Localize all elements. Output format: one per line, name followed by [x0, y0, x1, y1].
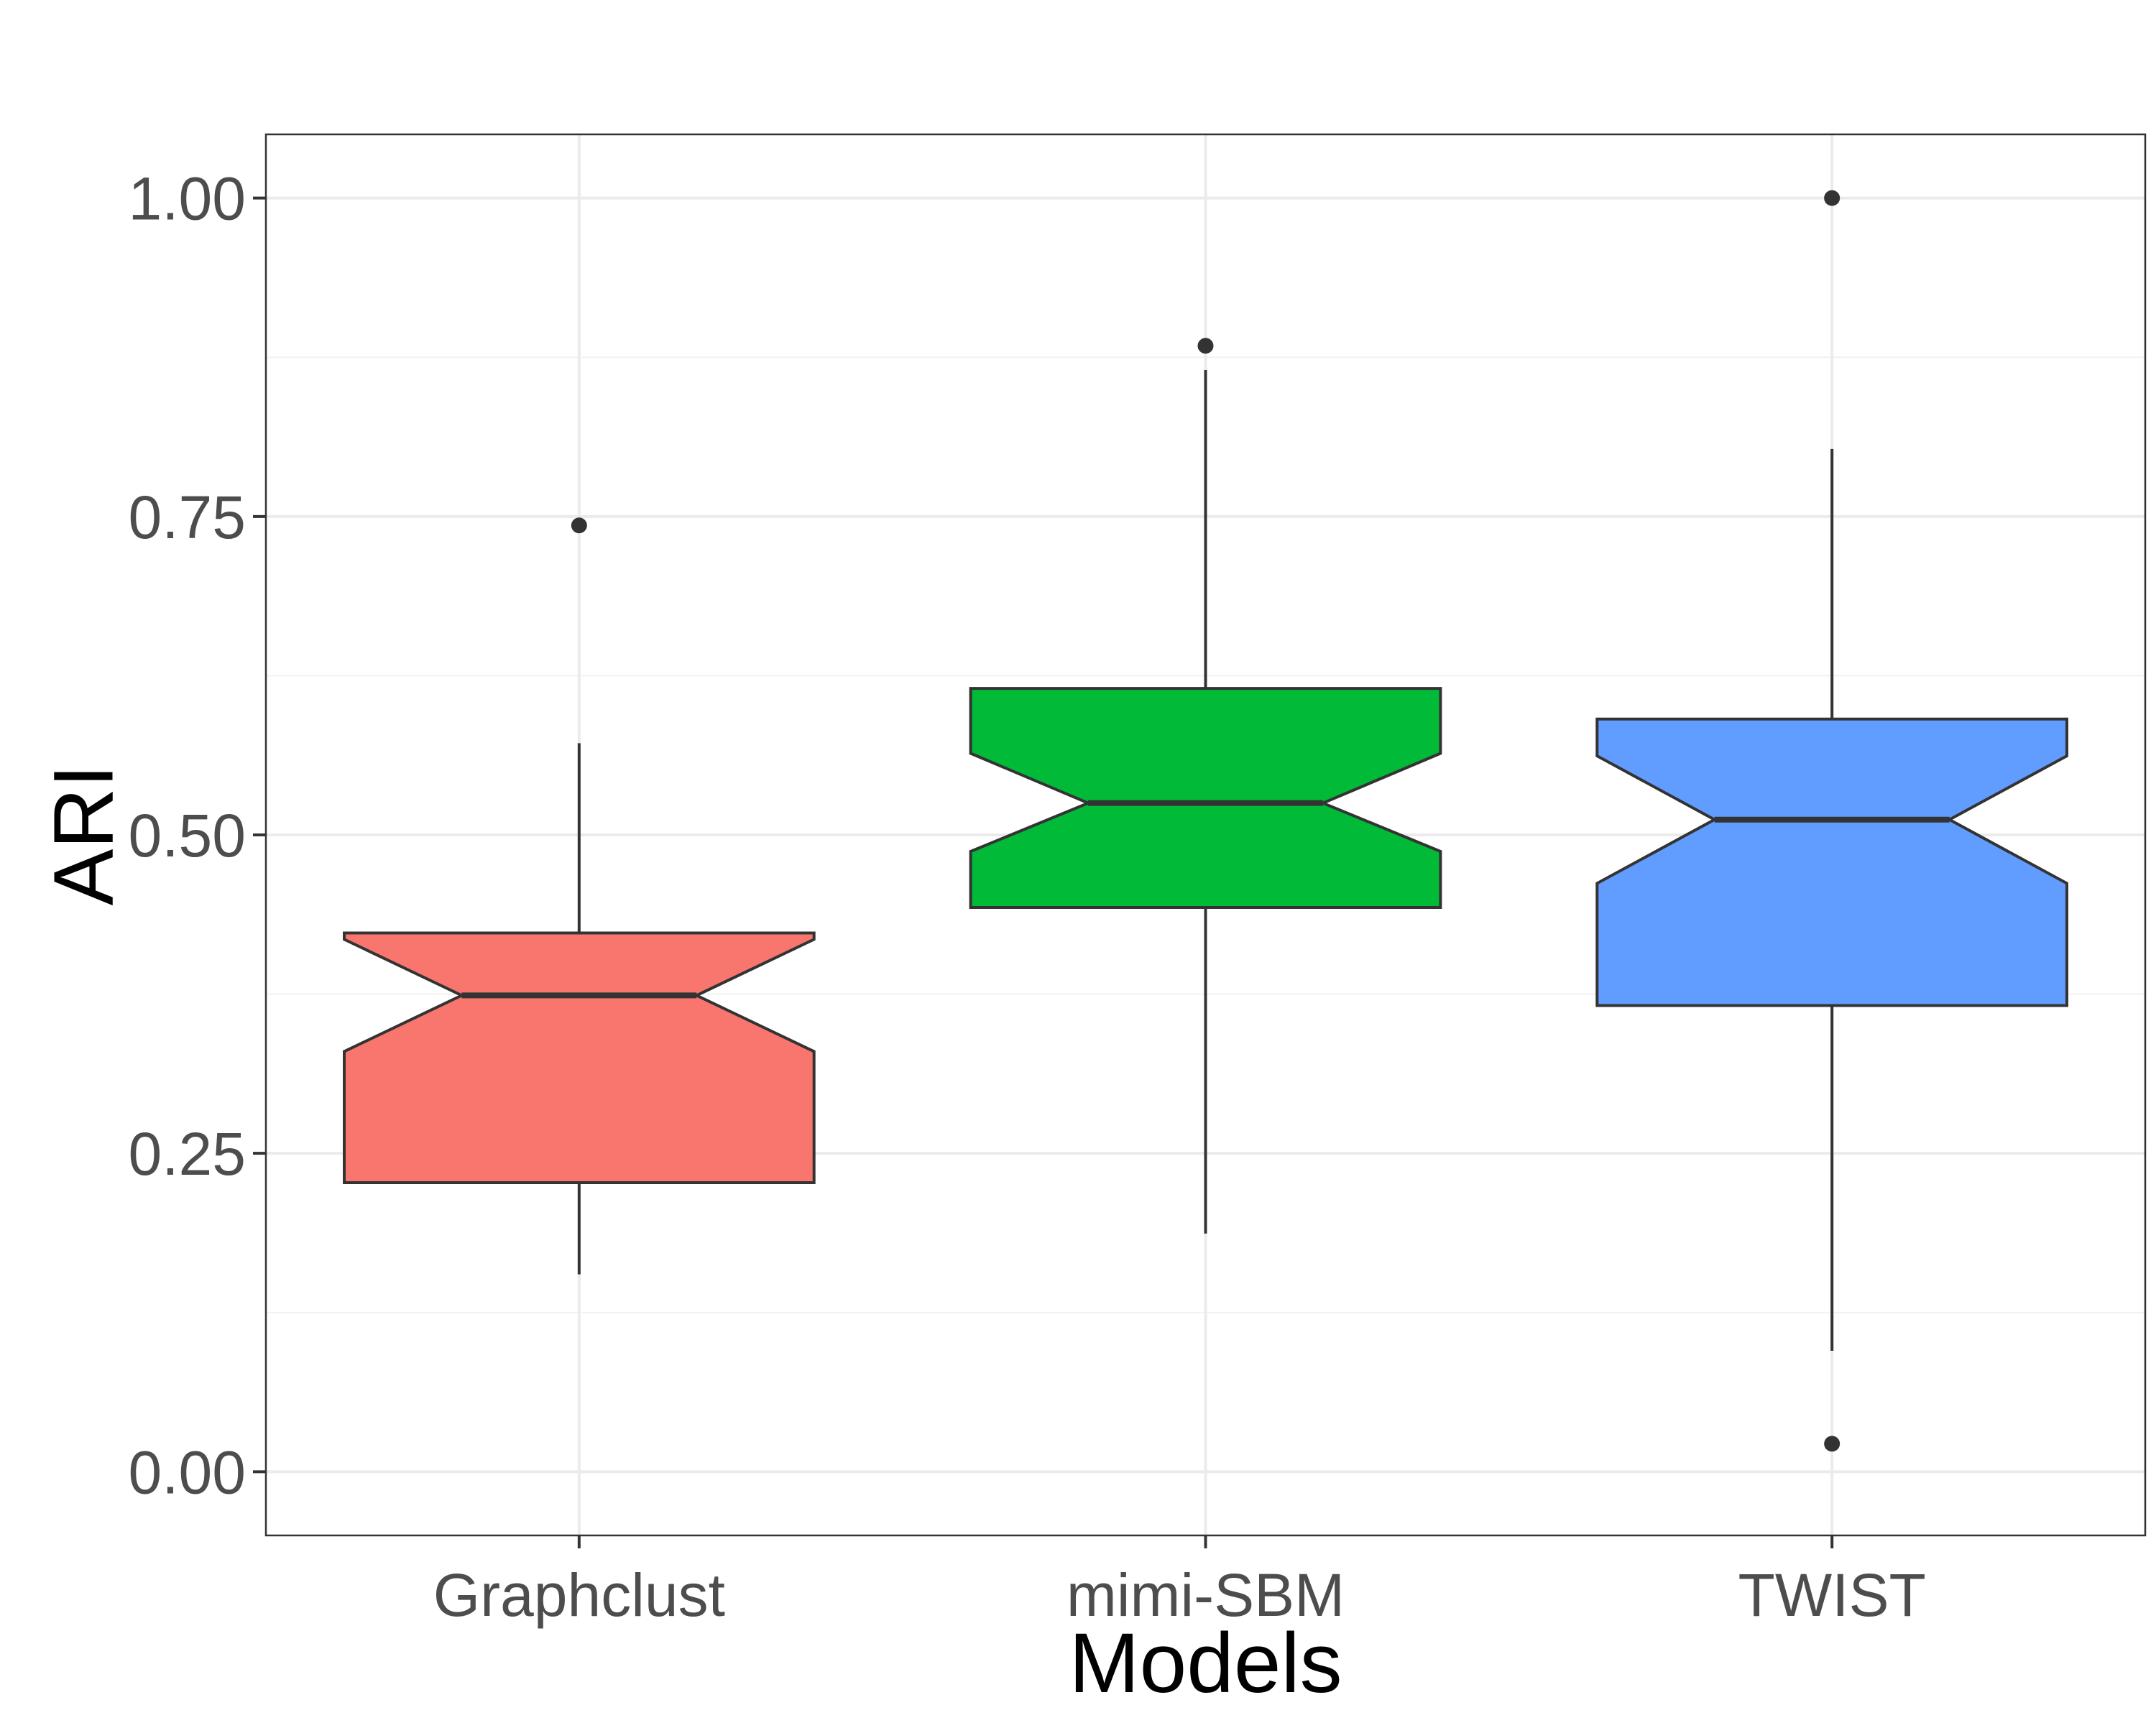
box-body	[343, 931, 816, 1184]
y-tick-label: 0.25	[129, 1120, 247, 1188]
x-tick-label: mimi-SBM	[1067, 1561, 1345, 1629]
y-axis-title: ARI	[36, 764, 131, 906]
y-tick-label: 0.50	[129, 802, 247, 869]
outlier-point	[571, 517, 587, 534]
boxes	[343, 190, 2068, 1452]
axes: 0.00 0.25 0.50 0.75 1.00 Graphclust mimi-SBM TW…	[129, 165, 1926, 1629]
outlier-point	[1197, 338, 1214, 354]
x-tick-label: TWIST	[1738, 1561, 1926, 1629]
x-axis-title: Models	[1069, 1616, 1342, 1711]
box-body	[969, 687, 1442, 909]
x-tick-label: Graphclust	[433, 1561, 725, 1629]
box-graphclust	[343, 517, 816, 1275]
box-body	[1595, 717, 2068, 1007]
box-twist	[1595, 190, 2068, 1452]
outlier-point	[1824, 1436, 1841, 1452]
box-mimi-sbm	[969, 338, 1442, 1234]
outlier-point	[1824, 190, 1841, 206]
y-tick-label: 0.00	[129, 1438, 247, 1506]
y-tick-label: 1.00	[129, 165, 247, 233]
y-tick-label: 0.75	[129, 484, 247, 551]
